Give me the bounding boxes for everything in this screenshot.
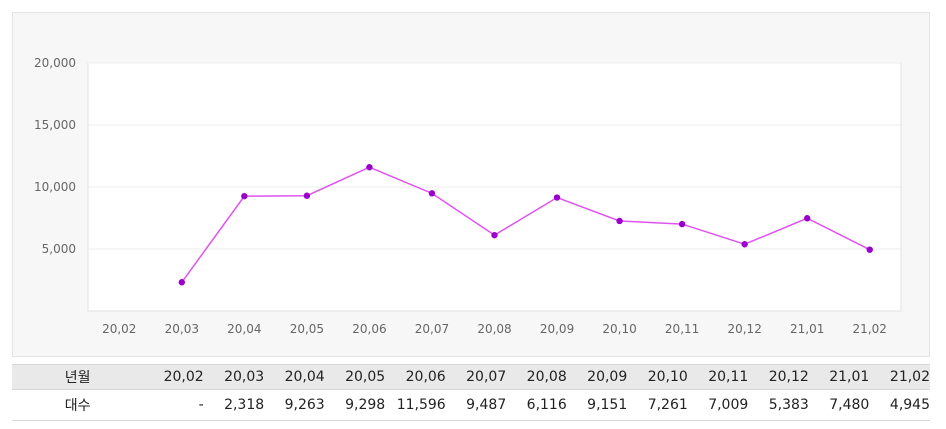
data-point [241,192,248,200]
value-cell-count: 5,383 [748,389,809,421]
x-tick-label: 20,11 [665,322,699,336]
x-tick-label: 20,04 [227,322,261,336]
header-cell-month: 20,05 [324,364,386,390]
data-point [178,279,186,286]
data-point [616,217,623,225]
data-point [553,194,561,201]
data-point [491,231,498,239]
header-cell-month: 20,07 [445,364,507,390]
value-cell-count: 11,596 [385,389,446,421]
header-cell-month: 21,01 [808,364,870,390]
x-tick-label: 20,08 [477,322,511,336]
value-cell-count: 7,480 [808,389,870,421]
x-tick-label: 20,06 [352,322,386,336]
header-label: 년월 [12,364,144,390]
data-point [741,241,748,248]
value-cell-count: 9,151 [566,389,628,421]
x-tick-label: 21,01 [790,322,824,336]
y-tick-label: 20,000 [34,56,76,70]
table-value-row: 대수 -2,318 9,263 9,298 11,596 9,487 6,116 9,151… [12,389,930,421]
data-point [803,215,811,222]
x-tick-label: 20,03 [165,322,199,336]
header-cell-month: 20,03 [203,364,265,390]
header-cell-month: 20,06 [385,364,446,390]
chart-panel: 5,000 10,000 15,000 20,000 20,02 20,03 20,04 20… [12,12,930,357]
value-cell-count: 2,318 [203,389,265,421]
header-cell-month: 20,08 [506,364,567,390]
x-tick-label: 20,09 [540,322,574,336]
header-cell-month: 20,02 [143,364,204,390]
line-chart: 5,000 10,000 15,000 20,000 20,02 20,03 20,04 20… [34,56,902,336]
header-cell-month: 20,10 [627,364,688,390]
x-tick-label: 20,05 [290,322,324,336]
header-cell-month: 20,09 [566,364,628,390]
x-tick-label: 20,07 [415,322,449,336]
data-point [428,190,436,197]
value-cell-count: 7,009 [687,389,749,421]
x-tick-label: 20,10 [602,322,636,336]
header-cell-month: 21,02 [869,364,930,390]
header-cell-month: 20,12 [748,364,809,390]
data-point [678,220,686,228]
y-tick-label: 10,000 [34,180,76,194]
series-line [181,166,871,283]
x-tick-label: 21,02 [853,322,887,336]
value-cell-count: 6,116 [506,389,567,421]
value-label: 대수 [12,389,144,421]
header-cell-month: 20,04 [264,364,325,390]
x-tick-label: 20,02 [102,322,136,336]
value-cell-count: 9,298 [324,389,386,421]
table-header-row: 년월 20,02 20,03 20,04 20,05 20,06 20,07 20,08 20… [12,364,930,390]
data-table: 년월 20,02 20,03 20,04 20,05 20,06 20,07 20,08 20… [12,364,930,421]
value-cell-count: 9,263 [264,389,325,421]
x-tick-label: 20,12 [727,322,761,336]
value-cell-count: 9,487 [445,389,507,421]
y-tick-label: 5,000 [42,242,76,256]
data-point [303,192,311,199]
value-cell-count: - [143,389,204,421]
y-tick-label: 15,000 [34,118,76,132]
data-point [366,164,373,171]
value-cell-count: 4,945 [869,389,930,421]
value-cell-count: 7,261 [627,389,688,421]
data-point [866,246,873,253]
header-cell-month: 20,11 [687,364,749,390]
